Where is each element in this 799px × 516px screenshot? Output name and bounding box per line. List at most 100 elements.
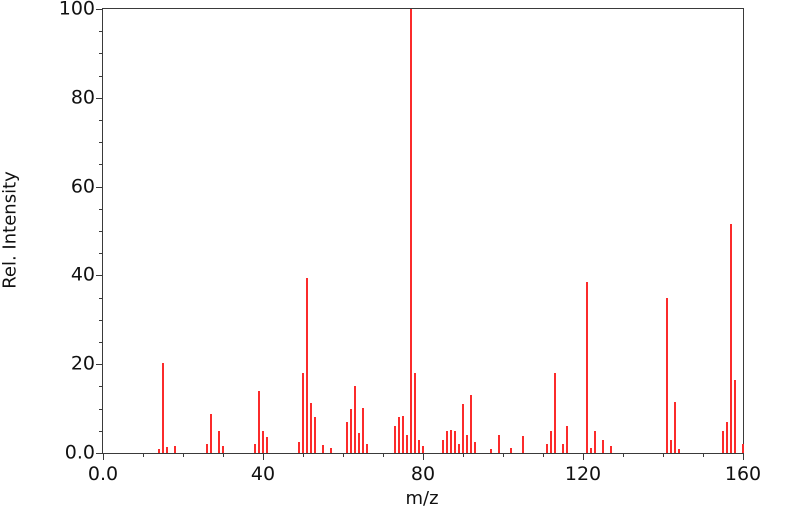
spectrum-peak — [666, 297, 668, 453]
plot-area: 0.0 20 40 60 80 100 0.0 40 80 120 160 — [59, 0, 761, 484]
spectrum-peak — [498, 435, 500, 453]
spectrum-peak — [366, 444, 368, 453]
y-tick-major — [96, 364, 103, 366]
y-tick-major — [96, 453, 103, 454]
spectrum-peak — [354, 385, 356, 453]
x-tick-label: 160 — [724, 463, 762, 485]
spectrum-peak — [678, 448, 680, 453]
spectrum-peak — [314, 417, 316, 453]
spectrum-peak — [522, 436, 524, 453]
spectrum-peak — [258, 390, 260, 453]
spectrum-peak — [346, 421, 348, 453]
spectrum-peak — [590, 447, 592, 453]
spectrum-peak — [450, 429, 452, 453]
x-tick-major — [583, 453, 584, 460]
y-tick-label: 100 — [58, 0, 95, 20]
y-tick-minor — [99, 408, 103, 410]
spectrum-peak — [398, 417, 400, 453]
x-tick-major — [263, 453, 264, 460]
y-tick-minor — [99, 319, 103, 321]
x-tick-label: 40 — [250, 463, 276, 485]
x-tick-major — [103, 453, 104, 460]
x-tick-minor — [623, 453, 624, 457]
spectrum-peak — [466, 435, 468, 453]
spectrum-peak — [410, 9, 412, 453]
y-tick-label: 0.0 — [64, 441, 95, 464]
spectrum-peak — [454, 430, 456, 453]
spectrum-peak — [158, 448, 160, 453]
spectrum-peak — [730, 224, 732, 453]
y-tick-minor — [99, 120, 103, 121]
spectrum-peak — [602, 439, 604, 453]
spectrum-peak — [394, 426, 396, 453]
y-tick-minor — [99, 297, 103, 299]
x-tick-minor — [183, 453, 184, 457]
x-tick-minor — [343, 453, 344, 457]
spectrum-peak — [322, 445, 324, 453]
spectrum-peak — [562, 444, 564, 453]
spectrum-peak — [510, 447, 512, 453]
y-tick-minor — [99, 53, 103, 55]
spectrum-peak — [734, 379, 736, 453]
spectrum-peak — [218, 430, 220, 453]
spectrum-peak — [470, 395, 472, 453]
spectrum-peak — [726, 421, 728, 453]
spectrum-peak — [546, 444, 548, 453]
spectrum-peak — [210, 413, 212, 453]
y-tick-major — [96, 97, 103, 99]
spectrum-peak — [554, 373, 556, 453]
spectrum-peak — [610, 446, 612, 453]
spectrum-peak — [442, 439, 444, 453]
y-tick-label: 40 — [70, 263, 95, 286]
spectrum-peak — [166, 447, 168, 453]
spectrum-peak — [742, 444, 744, 453]
y-tick-major — [96, 275, 103, 277]
spectrum-peak — [474, 441, 476, 453]
x-tick-minor — [503, 453, 504, 457]
spectrum-peak — [254, 444, 256, 453]
y-tick-label: 20 — [70, 352, 95, 375]
spectrum-series — [103, 9, 744, 453]
x-tick-label: 0.0 — [87, 463, 119, 485]
x-tick-minor — [663, 453, 664, 457]
spectrum-peak — [262, 430, 264, 453]
y-tick-minor — [99, 386, 103, 388]
spectrum-peak — [674, 401, 676, 453]
spectrum-peak — [358, 433, 360, 453]
spectrum-peak — [402, 416, 404, 453]
spectrum-peak — [266, 437, 268, 453]
x-tick-minor — [303, 453, 304, 457]
y-tick-minor — [99, 75, 103, 77]
spectrum-peak — [566, 426, 568, 453]
spectrum-peak — [586, 282, 588, 453]
spectrum-peak — [162, 362, 164, 453]
y-tick-minor — [99, 31, 103, 33]
spectrum-peak — [414, 373, 416, 453]
spectrum-peak — [302, 373, 304, 453]
y-tick-label: 80 — [70, 86, 95, 109]
spectrum-peak — [174, 446, 176, 453]
y-tick-label: 60 — [70, 175, 95, 198]
spectrum-peak — [446, 430, 448, 453]
spectrum-peak — [458, 444, 460, 453]
spectrum-peak — [362, 407, 364, 453]
spectrum-peak — [222, 446, 224, 453]
spectrum-peak — [722, 430, 724, 453]
x-tick-minor — [143, 453, 144, 457]
x-tick-minor — [703, 453, 704, 457]
spectrum-peak — [490, 448, 492, 453]
y-tick-minor — [99, 342, 103, 343]
x-tick-label: 80 — [410, 463, 436, 485]
x-tick-minor — [383, 453, 384, 457]
x-axis-title: m/z — [405, 488, 439, 509]
spectrum-peak — [206, 444, 208, 453]
x-tick-minor — [543, 453, 544, 457]
y-tick-minor — [99, 253, 103, 255]
x-tick-major — [743, 453, 744, 460]
y-axis-title: Rel. Intensity — [0, 171, 21, 289]
y-tick-major — [96, 186, 103, 188]
spectrum-peak — [462, 404, 464, 453]
spectrum-peak — [670, 439, 672, 453]
y-tick-minor — [99, 164, 103, 166]
